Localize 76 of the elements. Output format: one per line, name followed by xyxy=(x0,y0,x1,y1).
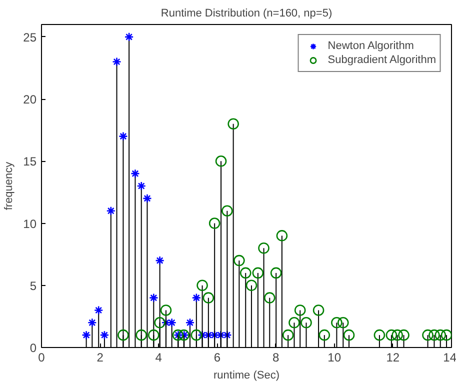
point xyxy=(94,306,104,315)
x-tick-label: 0 xyxy=(38,350,46,364)
point xyxy=(331,317,342,328)
point xyxy=(282,329,294,341)
point xyxy=(154,317,166,328)
point xyxy=(118,132,128,141)
point xyxy=(106,206,116,216)
point xyxy=(434,329,446,341)
point xyxy=(312,304,324,316)
point xyxy=(270,267,282,279)
point xyxy=(198,330,207,340)
chart-title: Runtime Distribution (n=160, np=5) xyxy=(160,8,332,20)
point xyxy=(228,118,239,130)
point xyxy=(343,329,355,341)
point xyxy=(422,329,434,341)
point xyxy=(124,32,134,42)
point xyxy=(428,329,440,341)
point xyxy=(190,329,202,341)
point xyxy=(88,318,97,328)
point xyxy=(202,292,214,304)
point xyxy=(276,230,288,242)
point xyxy=(216,330,226,340)
y-tick-label: 25 xyxy=(23,30,37,44)
point xyxy=(264,292,276,304)
y-tick-label: 20 xyxy=(23,92,37,107)
point xyxy=(136,329,148,341)
point xyxy=(246,280,258,292)
x-tick-label: 2 xyxy=(96,350,104,364)
point xyxy=(185,318,195,328)
point xyxy=(240,267,252,279)
x-tick-label: 4 xyxy=(155,350,162,364)
y-axis-title: frequency xyxy=(3,161,16,210)
x-axis-title: runtime (Sec) xyxy=(213,370,280,382)
point xyxy=(222,205,233,216)
y-tick-label: 0 xyxy=(30,341,37,355)
point xyxy=(215,156,227,167)
point xyxy=(337,317,349,328)
point xyxy=(252,267,264,279)
point xyxy=(142,194,152,204)
point xyxy=(294,304,306,316)
point xyxy=(82,330,91,340)
point xyxy=(398,329,410,341)
point xyxy=(112,57,122,66)
x-tick-label: 12 xyxy=(386,350,400,364)
point xyxy=(160,304,172,316)
point xyxy=(258,242,270,254)
point xyxy=(300,317,312,328)
point xyxy=(118,329,129,341)
point xyxy=(130,168,140,178)
point xyxy=(149,293,158,302)
point xyxy=(192,293,202,302)
legend-label: Subgradient Algorithm xyxy=(328,53,436,67)
point xyxy=(318,329,330,341)
x-tick-label: 10 xyxy=(328,350,342,364)
point xyxy=(234,254,245,266)
point xyxy=(100,330,110,340)
x-tick-label: 6 xyxy=(214,350,221,364)
point xyxy=(440,329,452,341)
x-tick-label: 8 xyxy=(272,350,280,364)
x-tick-label: 14 xyxy=(443,350,456,364)
point xyxy=(386,329,398,341)
legend-label: Newton Algorithm xyxy=(328,39,414,53)
point xyxy=(148,329,160,341)
point xyxy=(136,181,146,191)
point xyxy=(196,280,208,292)
point xyxy=(210,330,220,340)
point xyxy=(392,329,403,341)
y-tick-label: 15 xyxy=(23,154,37,169)
point xyxy=(155,256,164,266)
point xyxy=(204,330,214,340)
point xyxy=(374,329,386,341)
point xyxy=(288,317,300,328)
point xyxy=(208,218,220,229)
y-tick-label: 5 xyxy=(30,278,37,293)
y-tick-label: 10 xyxy=(23,216,37,231)
point xyxy=(222,330,232,340)
